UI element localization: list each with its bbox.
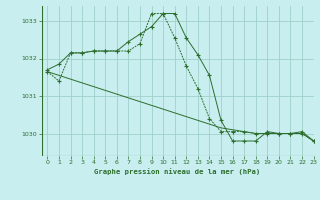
X-axis label: Graphe pression niveau de la mer (hPa): Graphe pression niveau de la mer (hPa): [94, 168, 261, 175]
